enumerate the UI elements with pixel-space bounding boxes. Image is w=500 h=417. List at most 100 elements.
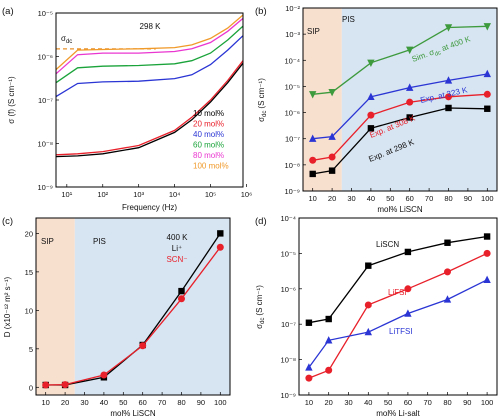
panel-a-legend-item: 10 mol% [193,109,224,118]
panel-a-sigma-dc: σdc [61,34,72,45]
panel-b-ylabel-sub: dc [262,111,268,117]
panel-d-data-point [305,363,313,371]
panel-d-xtick-label: 80 [443,398,451,407]
panel-d-ylabel-main: σ [255,324,264,329]
panel-c-xtick-label: 50 [119,398,127,407]
panel-d-series-line [308,252,488,379]
panel-b-ytick-label: 10⁻⁵ [285,82,300,91]
panel-d-xtick-label: 40 [364,398,372,407]
panel-b: (b) 10 20 30 40 50 60 70 80 90 100 10⁻⁹ 10⁻⁸ 10⁻⁷ 10⁻… [255,4,498,214]
panel-b-data-point [444,76,453,84]
panel-b-ytick-label: 10⁻⁷ [285,135,300,144]
panel-d-ytick-label: 10⁻⁶ [281,285,296,294]
panel-c-legend-li: Li⁺ [172,244,182,253]
panel-b-data-point [309,170,316,178]
panel-c-ytick-label: 20 [25,229,33,238]
panel-b-plot: 10 20 30 40 50 60 70 80 90 100 10⁻⁹ 10⁻⁸ 10⁻⁷ 10⁻⁶ 10⁻… [284,4,497,203]
panel-c-plot: 10 20 30 40 50 60 70 80 90 100 0 5 10 15 20 [25,218,230,407]
panel-d-data-point [483,275,491,283]
panel-c-xtick-label: 70 [158,398,166,407]
panel-d-label-litfsi: LiTFSI [389,327,413,336]
panel-a-temp: 298 K [140,22,162,31]
panel-d-data-point [483,249,491,257]
panel-d-data-point [404,285,412,293]
panel-b-data-point [328,132,336,140]
panel-d-xlabel: mol% Li-salt [376,409,420,417]
panel-c-legend-scn: SCN⁻ [166,255,187,264]
panel-c-data-point [216,243,224,251]
panel-d-ytick-label: 10⁻⁵ [281,249,296,258]
panel-a-label: (a) [2,6,14,17]
panel-c-label: (c) [2,216,13,227]
panel-d-xtick-label: 50 [384,398,392,407]
panel-a: (a) 10¹ 10² 10³ 10⁴ 10⁵ 10⁶10⁻⁹10⁻⁸10⁻⁷10⁻⁶10… [2,6,252,212]
panel-b-region-pis: PIS [342,15,355,24]
panel-c-data-point [139,342,147,350]
panel-b-data-point [406,98,414,106]
panel-a-xtick-label: 10⁴ [169,190,181,199]
panel-c-xtick-label: 90 [197,398,205,407]
panel-a-ylabel: σ (f) (S cm⁻¹) [7,76,16,124]
panel-a-series-line [55,17,244,75]
panel-b-ylabel-main: σ [257,117,266,122]
panel-d-ylabel-sub: dc [260,318,266,324]
panel-c-frame [35,217,231,396]
panel-b-frame [302,7,498,192]
panel-b-xtick-label: 100 [481,194,494,203]
panel-b-xtick-label: 90 [464,194,472,203]
panel-b-xtick-label: 20 [328,194,336,203]
panel-c-region-pis: PIS [93,237,106,246]
panel-a-xtick-label: 10¹ [61,190,72,199]
panel-b-data-point [367,59,375,68]
panel-d-data-point [325,366,333,374]
panel-a-legend-item: 80 mol% [193,151,224,160]
panel-d: (d) 10 20 30 40 50 60 70 80 90 100 10⁻⁹ 10⁻⁸ 10⁻⁷ 10⁻… [255,214,498,417]
panel-d-ytick-label: 10⁻⁴ [280,214,296,223]
panel-c-data-point [178,287,185,295]
panel-c-xtick-label: 100 [214,398,227,407]
panel-b-xtick-label: 30 [347,194,355,203]
panel-a-legend-item: 60 mol% [193,141,224,150]
panel-d-series-line [308,235,488,324]
panel-a-xtick-label: 10³ [133,190,144,199]
panel-d-data-point [365,262,372,269]
panel-a-ytick-label: 10⁻⁹ [37,183,53,192]
panel-c-data-point [217,230,224,237]
panel-d-ylabel-unit: (S cm⁻¹) [255,285,264,316]
panel-d-ylabel: σdc (S cm⁻¹) [255,285,266,329]
panel-d-data-point [364,301,372,309]
panel-b-data-point [445,104,452,112]
panel-b-xtick-label: 40 [367,194,375,203]
panel-d-series-line [308,279,488,368]
panel-d-ytick-label: 10⁻⁸ [281,356,296,365]
panel-b-xtick-label: 60 [406,194,414,203]
panel-b-data-point [309,156,317,164]
panel-a-series-line [55,25,244,84]
panel-c-ytick-label: 10 [25,306,33,315]
panel-c-region-sip: SIP [41,237,54,246]
panel-b-data-point [483,23,491,31]
panel-b-data-point [367,125,375,132]
panel-c-ylabel: D (x10⁻¹² m² s⁻¹) [3,276,12,337]
panel-d-data-point [444,268,451,276]
panel-d-data-point [404,248,412,256]
panel-d-data-point [305,374,313,382]
panel-c-region-shade [36,218,75,395]
panel-b-ytick-label: 10⁻⁸ [285,161,300,170]
panel-b-xtick-label: 80 [444,194,452,203]
panel-b-ylabel-unit: (S cm⁻¹) [257,78,266,109]
panel-a-series-line [55,35,244,98]
panel-b-ytick-label: 10⁻⁹ [284,187,300,196]
panel-c-data-point [42,381,50,389]
panel-d-data-point [444,239,451,246]
panel-a-sigma-sub: dc [66,39,72,45]
panel-b-ytick-label: 10⁻² [285,4,300,13]
panel-b-data-point [328,167,336,174]
panel-d-label-lifsi: LiFSI [388,288,407,297]
panel-b-data-point [309,91,317,99]
panel-c-data-point [178,295,185,303]
panel-c-xtick-label: 10 [42,398,50,407]
panel-d-xtick-label: 90 [463,398,471,407]
panel-b-xtick-label: 50 [386,194,394,203]
